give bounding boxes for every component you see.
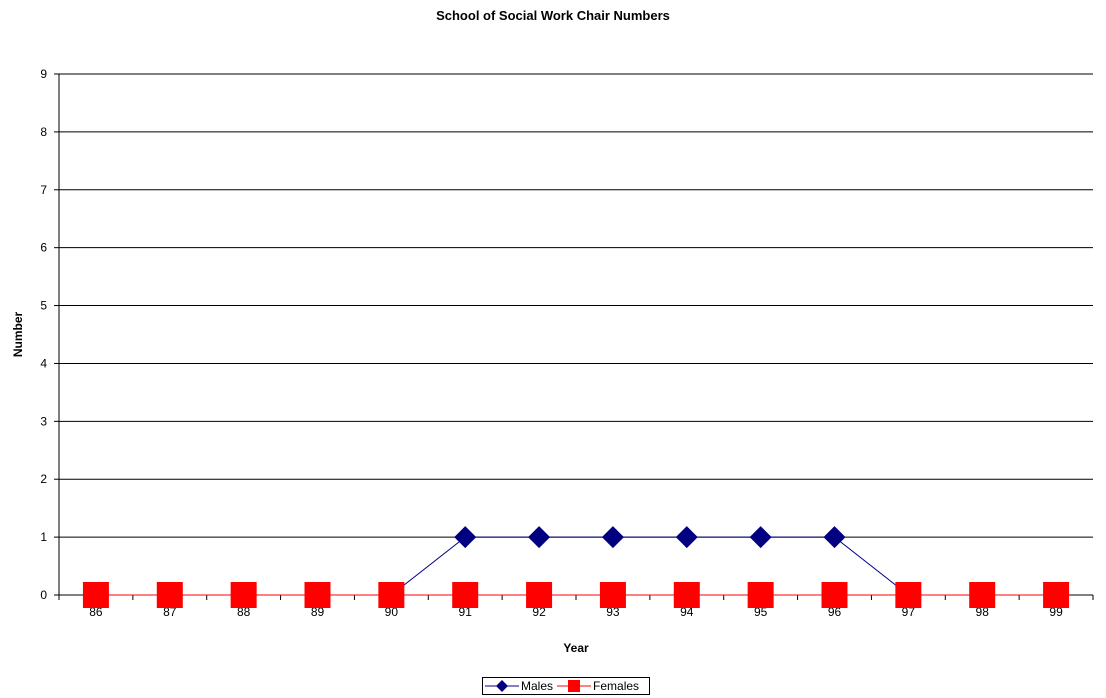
x-tick-label-87: 87	[163, 605, 177, 619]
y-tick-label-8: 8	[40, 125, 47, 139]
point-females-90	[378, 582, 405, 608]
legend-item-males: Males	[485, 679, 553, 693]
point-females-87	[156, 582, 183, 608]
point-females-92	[526, 582, 553, 608]
x-tick-label-96: 96	[828, 605, 842, 619]
x-tick-label-95: 95	[754, 605, 768, 619]
point-females-95	[747, 582, 774, 608]
legend-swatch-females	[557, 680, 592, 692]
y-tick-label-2: 2	[40, 472, 47, 486]
point-males-93	[601, 526, 624, 549]
x-tick-label-88: 88	[237, 605, 251, 619]
point-males-94	[675, 526, 698, 549]
point-males-91	[454, 526, 477, 549]
x-axis-title: Year	[563, 641, 589, 655]
point-females-99	[1043, 582, 1070, 608]
y-tick-label-4: 4	[40, 356, 47, 370]
x-tick-label-99: 99	[1049, 605, 1063, 619]
legend-label-males: Males	[521, 679, 554, 693]
y-tick-label-6: 6	[40, 241, 47, 255]
x-tick-label-98: 98	[976, 605, 990, 619]
x-tick-label-92: 92	[532, 605, 546, 619]
x-tick-label-90: 90	[385, 605, 399, 619]
y-tick-label-1: 1	[40, 530, 47, 544]
legend-swatch-males	[485, 680, 519, 692]
x-tick-label-86: 86	[89, 605, 103, 619]
x-tick-label-97: 97	[902, 605, 916, 619]
point-females-89	[304, 582, 331, 608]
x-tick-label-91: 91	[459, 605, 473, 619]
point-females-94	[673, 582, 700, 608]
legend-item-females: Females	[557, 679, 639, 693]
point-males-95	[749, 526, 772, 549]
x-tick-label-94: 94	[680, 605, 694, 619]
y-tick-label-5: 5	[40, 299, 47, 313]
y-tick-label-9: 9	[40, 67, 47, 81]
point-females-97	[895, 582, 922, 608]
point-males-96	[823, 526, 846, 549]
point-females-93	[599, 582, 626, 608]
point-males-92	[528, 526, 551, 549]
point-females-86	[82, 582, 109, 608]
y-tick-label-7: 7	[40, 183, 47, 197]
point-females-98	[969, 582, 996, 608]
x-tick-label-89: 89	[311, 605, 325, 619]
x-tick-label-93: 93	[606, 605, 620, 619]
chart-title: School of Social Work Chair Numbers	[436, 8, 670, 23]
legend-label-females: Females	[593, 679, 640, 693]
point-females-91	[452, 582, 479, 608]
y-axis-title: Number	[11, 312, 25, 358]
legend: Males Females	[482, 677, 651, 695]
point-females-96	[821, 582, 848, 608]
point-females-88	[230, 582, 257, 608]
y-tick-label-3: 3	[40, 414, 47, 428]
y-tick-label-0: 0	[40, 588, 47, 602]
